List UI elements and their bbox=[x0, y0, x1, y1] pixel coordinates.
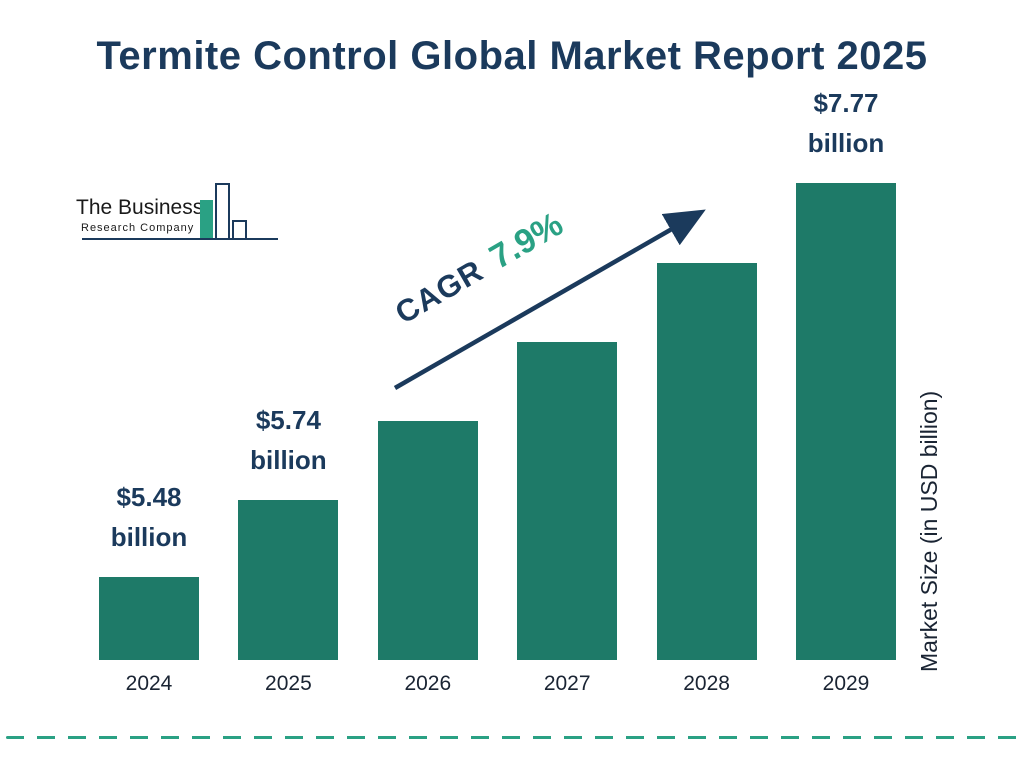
value-label-2025: $5.74 billion bbox=[250, 405, 327, 475]
bottom-dashed-divider bbox=[6, 736, 1018, 739]
logo-bar-filled bbox=[200, 200, 213, 239]
tick-label-2026: 2026 bbox=[404, 672, 452, 695]
logo-graphic: The Business Research Company bbox=[76, 183, 278, 240]
bar-2025 bbox=[238, 500, 339, 660]
tick-label-2027: 2027 bbox=[543, 672, 591, 695]
tick-label-2025: 2025 bbox=[265, 672, 312, 695]
company-logo: The Business Research Company bbox=[72, 182, 302, 262]
page-title: Termite Control Global Market Report 202… bbox=[96, 34, 928, 78]
bar-2027 bbox=[517, 342, 618, 660]
value-label-2024: $5.48 billion bbox=[110, 482, 188, 552]
bar-2024 bbox=[99, 577, 199, 660]
bar-2029 bbox=[796, 183, 896, 660]
tick-label-2029: 2029 bbox=[822, 672, 870, 695]
logo-text-line1: The Business bbox=[76, 196, 203, 219]
bar-2028 bbox=[656, 263, 757, 660]
logo-text-line2: Research Company bbox=[81, 222, 194, 234]
value-label-2029: $7.77 billion bbox=[807, 88, 885, 158]
bar-2026 bbox=[377, 421, 478, 660]
tick-label-2028: 2028 bbox=[683, 672, 730, 695]
y-axis-label: Market Size (in USD billion) bbox=[916, 390, 942, 672]
tick-label-2024: 2024 bbox=[125, 672, 173, 695]
